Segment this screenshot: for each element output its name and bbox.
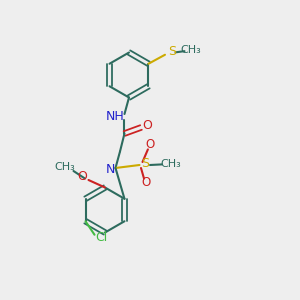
Text: O: O	[142, 176, 151, 190]
Text: CH₃: CH₃	[55, 161, 76, 172]
Text: S: S	[141, 157, 149, 170]
Text: CH₃: CH₃	[181, 45, 202, 55]
Text: CH₃: CH₃	[160, 159, 181, 169]
Text: O: O	[142, 118, 152, 132]
Text: N: N	[105, 163, 115, 176]
Text: O: O	[77, 170, 87, 184]
Text: NH: NH	[106, 110, 125, 124]
Text: O: O	[146, 138, 155, 152]
Text: Cl: Cl	[95, 231, 107, 244]
Text: S: S	[169, 45, 176, 58]
